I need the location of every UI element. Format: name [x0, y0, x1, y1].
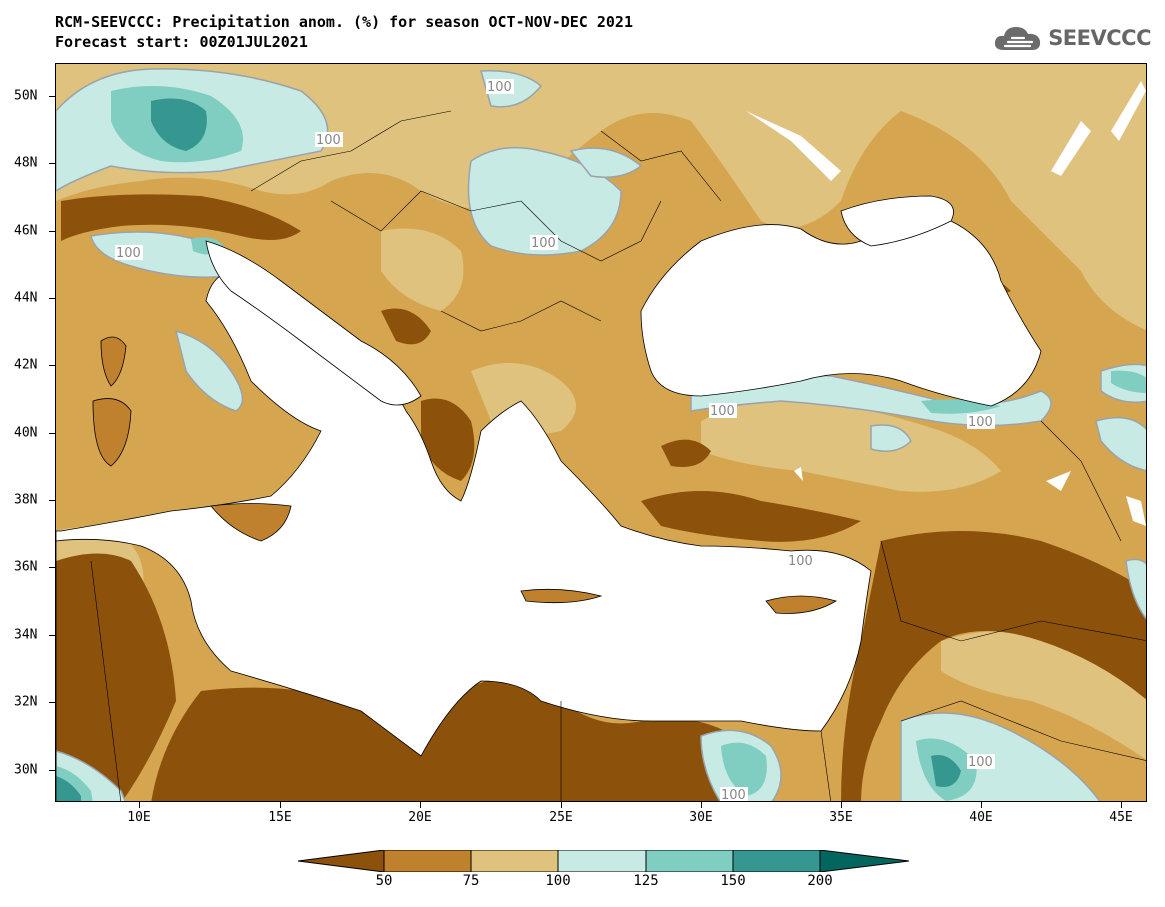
precipitation-map: 100 100 100 100 100 100 100 100 100 — [56, 64, 1146, 802]
lon-label: 30E — [689, 810, 713, 825]
lat-tick — [49, 433, 55, 434]
title-block: RCM-SEEVCCC: Precipitation anom. (%) for… — [55, 12, 633, 52]
cyprus — [765, 595, 837, 614]
contour-label: 100 — [788, 554, 813, 569]
anomaly-150-plus-zones — [56, 98, 961, 801]
colorbar-segment-75-100 — [470, 850, 559, 872]
map-area: 100 100 100 100 100 100 100 100 100 — [55, 63, 1147, 802]
contour-label: 100 — [710, 404, 735, 419]
country-borders — [90, 110, 1146, 801]
lat-tick — [49, 163, 55, 164]
sardinia — [92, 398, 132, 467]
crete — [520, 588, 603, 604]
lat-tick — [49, 770, 55, 771]
lon-label: 40E — [969, 810, 993, 825]
islands — [92, 336, 837, 614]
colorbar-label: 125 — [633, 873, 659, 889]
contour-label: 100 — [531, 236, 556, 251]
lon-label: 10E — [127, 810, 151, 825]
colorbar-label: 100 — [545, 873, 571, 889]
colorbar-legend — [298, 850, 910, 872]
lon-tick — [420, 802, 421, 808]
lat-label: 50N — [14, 88, 38, 104]
lat-tick — [49, 702, 55, 703]
sicily — [210, 503, 292, 542]
lat-label: 34N — [14, 627, 38, 643]
lat-tick — [49, 96, 55, 97]
colorbar-label: 150 — [720, 873, 746, 889]
lat-label: 44N — [14, 290, 38, 306]
lat-tick — [49, 231, 55, 232]
contour-label: 100 — [487, 80, 512, 95]
lat-tick — [49, 365, 55, 366]
contour-label: 100 — [968, 755, 993, 770]
logo-text: SEEVCCC — [1048, 26, 1151, 50]
lat-tick — [49, 567, 55, 568]
lon-label: 35E — [829, 810, 853, 825]
lat-label: 38N — [14, 492, 38, 508]
lat-label: 48N — [14, 155, 38, 171]
cloud-icon — [995, 27, 1041, 50]
lon-label: 20E — [408, 810, 432, 825]
colorbar-segment-100-125 — [557, 850, 647, 872]
forecast-start: Forecast start: 00Z01JUL2021 — [55, 33, 308, 51]
seevccc-logo: SEEVCCC — [992, 22, 1151, 54]
colorbar-segment-50-75 — [383, 850, 472, 872]
contour-label: 100 — [968, 415, 993, 430]
lon-label: 15E — [268, 810, 292, 825]
lat-tick — [49, 500, 55, 501]
lat-label: 30N — [14, 762, 38, 778]
colorbar-label: 200 — [807, 873, 833, 889]
lon-tick — [139, 802, 140, 808]
colorbar-label: 75 — [462, 873, 480, 889]
mediterranean-sea — [56, 270, 872, 801]
lon-tick — [561, 802, 562, 808]
lat-label: 42N — [14, 357, 38, 373]
lon-tick — [701, 802, 702, 808]
lat-label: 32N — [14, 694, 38, 710]
sea-of-azov — [840, 195, 954, 247]
colorbar-label: 50 — [375, 873, 393, 889]
lat-label: 46N — [14, 223, 38, 239]
colorbar-segment-125-150 — [645, 850, 734, 872]
map-title: RCM-SEEVCCC: Precipitation anom. (%) for… — [55, 13, 633, 31]
colorbar-segment-below-50 — [298, 850, 385, 872]
sea-areas — [56, 195, 1042, 801]
adriatic-sea — [205, 240, 422, 406]
lat-label: 40N — [14, 425, 38, 441]
lon-tick — [981, 802, 982, 808]
lon-tick — [841, 802, 842, 808]
corsica — [100, 336, 127, 387]
colorbar-segment-above-200 — [819, 850, 910, 872]
anomaly-below-50-zones — [56, 194, 1146, 801]
lon-tick — [280, 802, 281, 808]
lat-tick — [49, 635, 55, 636]
lat-label: 36N — [14, 559, 38, 575]
contour-label: 100 — [721, 788, 746, 802]
colorbar-segment-150-200 — [732, 850, 821, 872]
black-sea — [640, 218, 1042, 407]
contour-label: 100 — [116, 246, 141, 261]
lon-label: 45E — [1109, 810, 1133, 825]
missing-data-patches — [746, 81, 1146, 526]
lat-tick — [49, 298, 55, 299]
contour-label: 100 — [316, 133, 341, 148]
lon-tick — [1121, 802, 1122, 808]
lon-label: 25E — [549, 810, 573, 825]
contour-labels: 100 100 100 100 100 100 100 100 100 — [115, 79, 995, 802]
